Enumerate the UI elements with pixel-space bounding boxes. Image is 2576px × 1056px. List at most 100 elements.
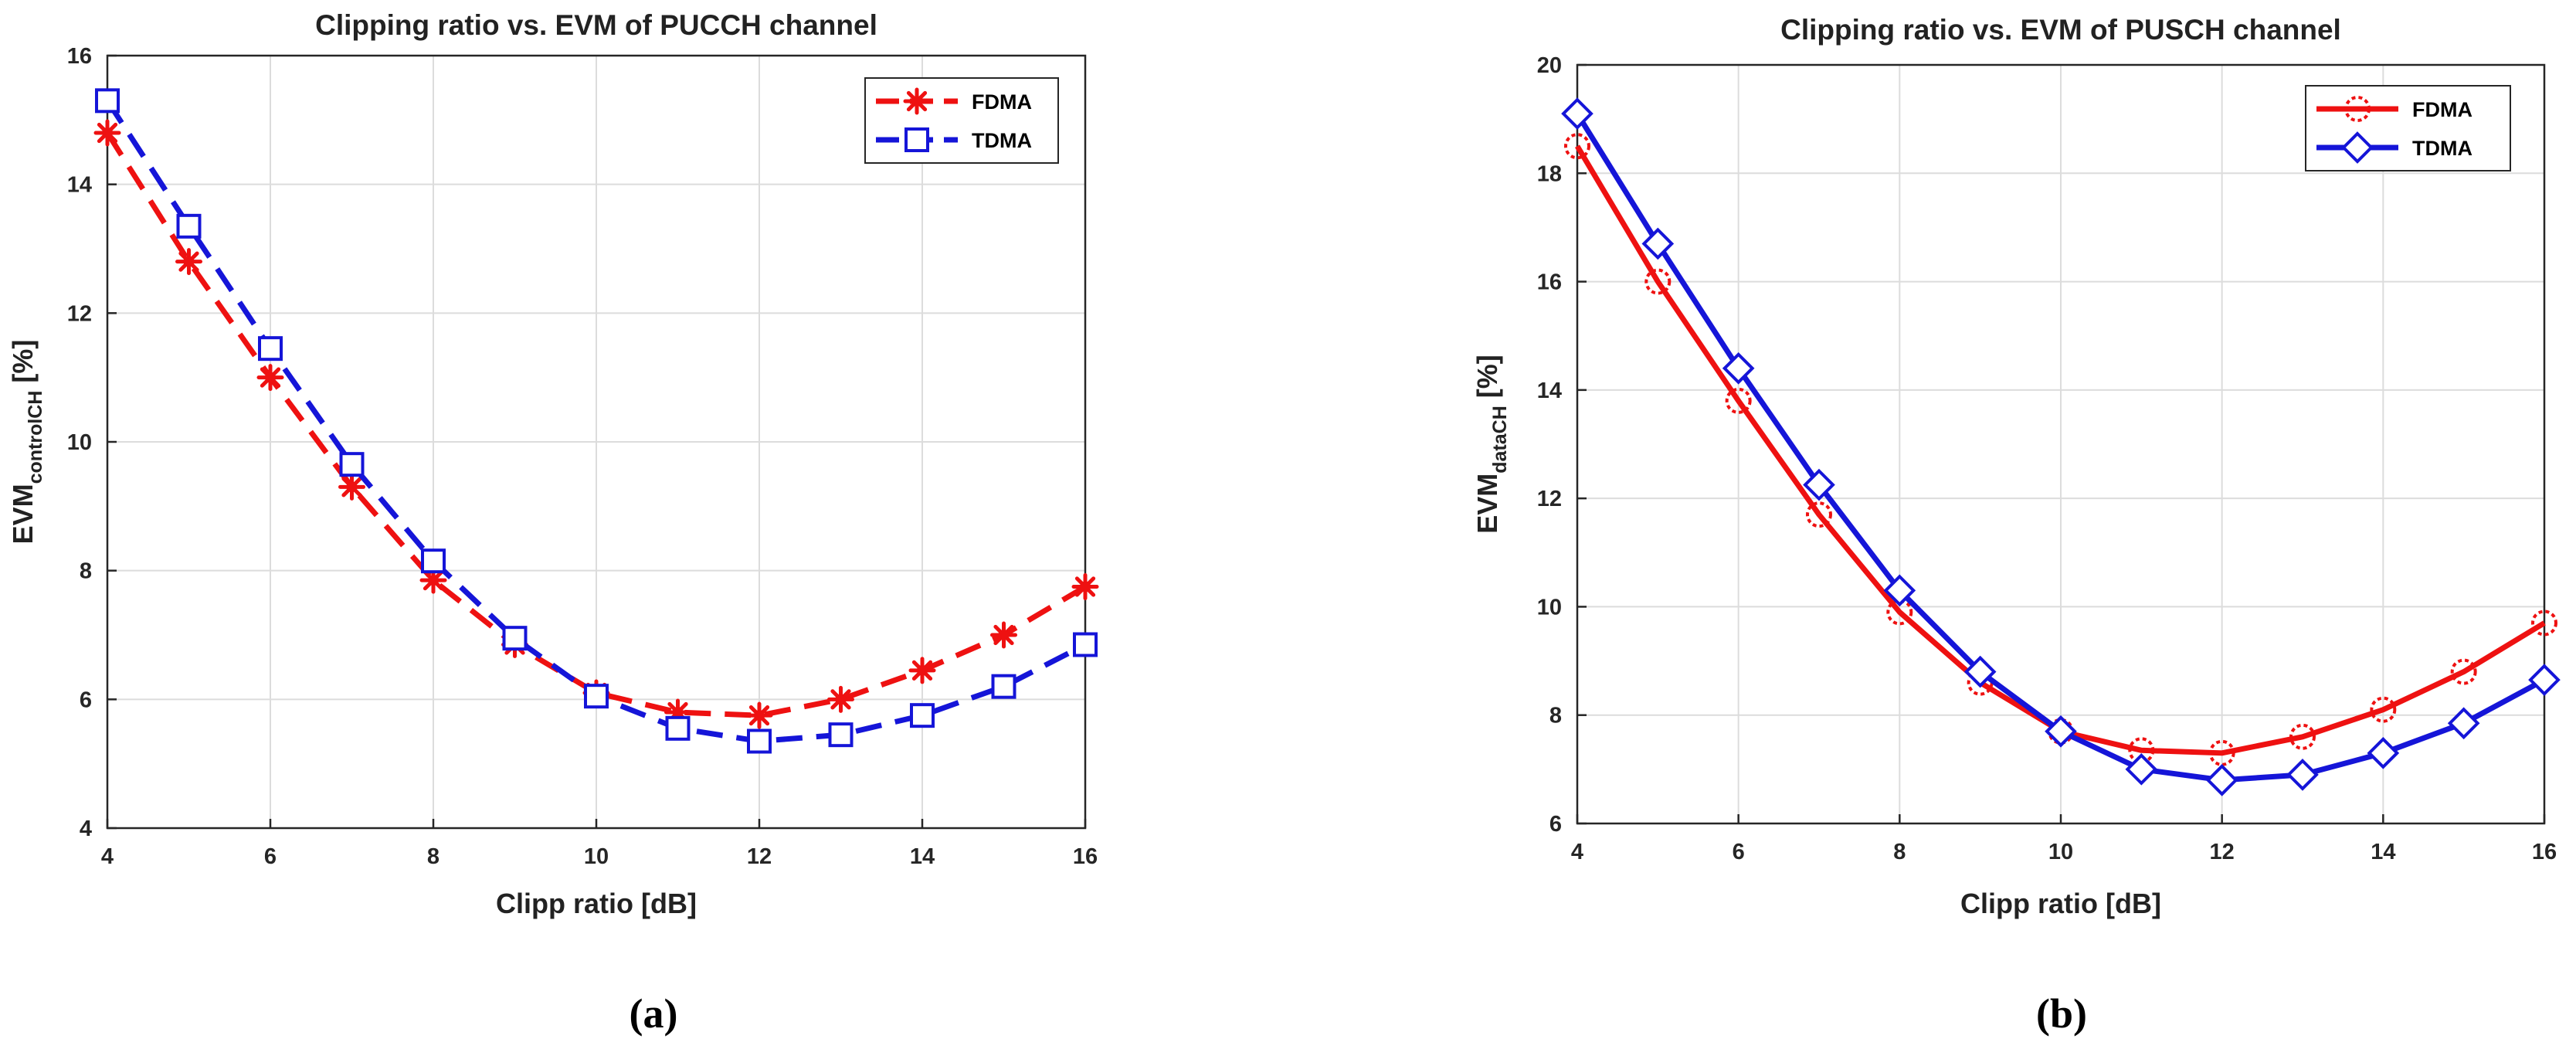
data-point-fdma: [2289, 723, 2316, 750]
data-point-fdma: [256, 364, 284, 392]
x-tick-label: 8: [1893, 840, 1906, 864]
x-axis-label: Clipp ratio [dB]: [496, 888, 697, 919]
data-point-fdma: [2208, 739, 2235, 766]
y-label-unit: [%]: [7, 340, 39, 391]
y-tick-label: 10: [1537, 595, 1562, 620]
y-tick-label: 6: [80, 688, 92, 712]
y-tick-label: 12: [1537, 487, 1562, 511]
y-tick-label: 16: [67, 44, 92, 69]
chart-title: Clipping ratio vs. EVM of PUSCH channel: [1780, 14, 2341, 46]
asterisk-core: [183, 256, 195, 267]
asterisk-core: [998, 630, 1010, 640]
asterisk-core: [428, 575, 439, 586]
x-tick-label: 12: [2210, 840, 2235, 864]
data-point-fdma: [1644, 268, 1672, 295]
data-point-fdma: [745, 701, 773, 729]
x-tick-label: 6: [264, 844, 277, 869]
legend-label: FDMA: [2412, 98, 2472, 121]
asterisk-core: [835, 694, 847, 705]
data-point-fdma: [2128, 737, 2155, 764]
data-point-tdma: [1963, 655, 1997, 688]
data-point-tdma: [339, 452, 365, 477]
data-point-tdma: [910, 703, 935, 728]
legend-label: TDMA: [2412, 137, 2472, 160]
x-tick-label: 10: [584, 844, 609, 869]
asterisk-core: [917, 664, 928, 676]
x-tick-label: 4: [101, 844, 114, 869]
legend-box: [2305, 85, 2511, 171]
data-point-tdma: [747, 728, 772, 754]
x-tick-label: 16: [1073, 844, 1098, 869]
y-tick-label: 20: [1537, 53, 1562, 78]
data-point-tdma: [1803, 468, 1835, 501]
data-point-tdma: [421, 548, 446, 574]
legend-item-tdma: TDMA: [2316, 131, 2472, 164]
data-point-tdma: [95, 88, 120, 114]
panel-label-a: (a): [630, 990, 678, 1037]
data-point-tdma: [258, 336, 283, 362]
data-point-tdma: [1641, 227, 1675, 260]
data-point-fdma: [2450, 658, 2477, 685]
data-point-tdma: [2205, 764, 2238, 796]
y-label-subscript: dataCH: [1489, 406, 1511, 474]
y-label-main: EVM: [7, 484, 39, 544]
legend-swatch-marker: [904, 127, 929, 152]
legend-box: [864, 77, 1059, 164]
data-point-fdma: [419, 566, 447, 594]
data-point-tdma: [1561, 97, 1593, 130]
x-tick-label: 4: [1571, 840, 1583, 864]
data-point-tdma: [1073, 632, 1098, 657]
asterisk-core: [672, 707, 684, 718]
data-point-fdma: [93, 119, 121, 147]
asterisk-core: [1080, 581, 1091, 593]
data-point-tdma: [1883, 574, 1916, 607]
data-point-fdma: [338, 473, 365, 501]
x-tick-label: 6: [1733, 840, 1745, 864]
y-tick-label: 8: [80, 559, 92, 584]
data-point-tdma: [2447, 707, 2480, 740]
data-point-tdma: [176, 213, 202, 239]
y-tick-label: 12: [67, 301, 92, 326]
y-tick-label: 14: [1537, 379, 1562, 403]
data-point-fdma: [1071, 573, 1099, 600]
legend: FDMA TDMA: [864, 77, 1059, 164]
x-tick-label: 8: [427, 844, 440, 869]
y-tick-label: 16: [1537, 270, 1562, 295]
y-tick-label: 4: [80, 817, 92, 841]
data-point-fdma: [2370, 696, 2397, 723]
asterisk-core: [102, 127, 113, 138]
data-point-tdma: [502, 626, 528, 651]
y-axis-label: EVMcontrolCH [%]: [7, 340, 46, 545]
chart-title: Clipping ratio vs. EVM of PUCCH channel: [315, 9, 877, 41]
y-tick-label: 6: [1549, 812, 1562, 837]
panel-label-b: (b): [2036, 990, 2087, 1037]
data-point-fdma: [1725, 387, 1752, 414]
asterisk-core: [265, 372, 276, 383]
legend: FDMA TDMA: [2305, 85, 2511, 171]
data-point-fdma: [1886, 599, 1913, 626]
y-label-subscript: controlCH: [25, 391, 46, 484]
legend-item-fdma: FDMA: [876, 87, 1032, 115]
legend-item-tdma: TDMA: [876, 127, 1032, 152]
data-point-tdma: [584, 684, 609, 709]
data-point-fdma: [908, 657, 936, 684]
y-axis-label: EVMdataCH [%]: [1471, 355, 1511, 534]
x-axis-label: Clipp ratio [dB]: [1960, 888, 2161, 919]
x-tick-label: 14: [2371, 840, 2395, 864]
asterisk-core: [754, 710, 765, 722]
legend-swatch-marker: [2344, 96, 2371, 122]
data-point-fdma: [1564, 133, 1590, 160]
data-point-tdma: [2045, 715, 2077, 748]
data-point-fdma: [990, 621, 1017, 649]
y-label-main: EVM: [1471, 474, 1503, 534]
data-point-fdma: [1806, 501, 1832, 528]
data-point-tdma: [2528, 664, 2561, 696]
data-point-tdma: [2125, 753, 2158, 786]
x-tick-label: 12: [747, 844, 772, 869]
x-tick-label: 10: [2048, 840, 2073, 864]
legend-swatch-marker: [2341, 131, 2374, 164]
legend-label: FDMA: [972, 90, 1032, 114]
y-tick-label: 8: [1549, 704, 1562, 728]
